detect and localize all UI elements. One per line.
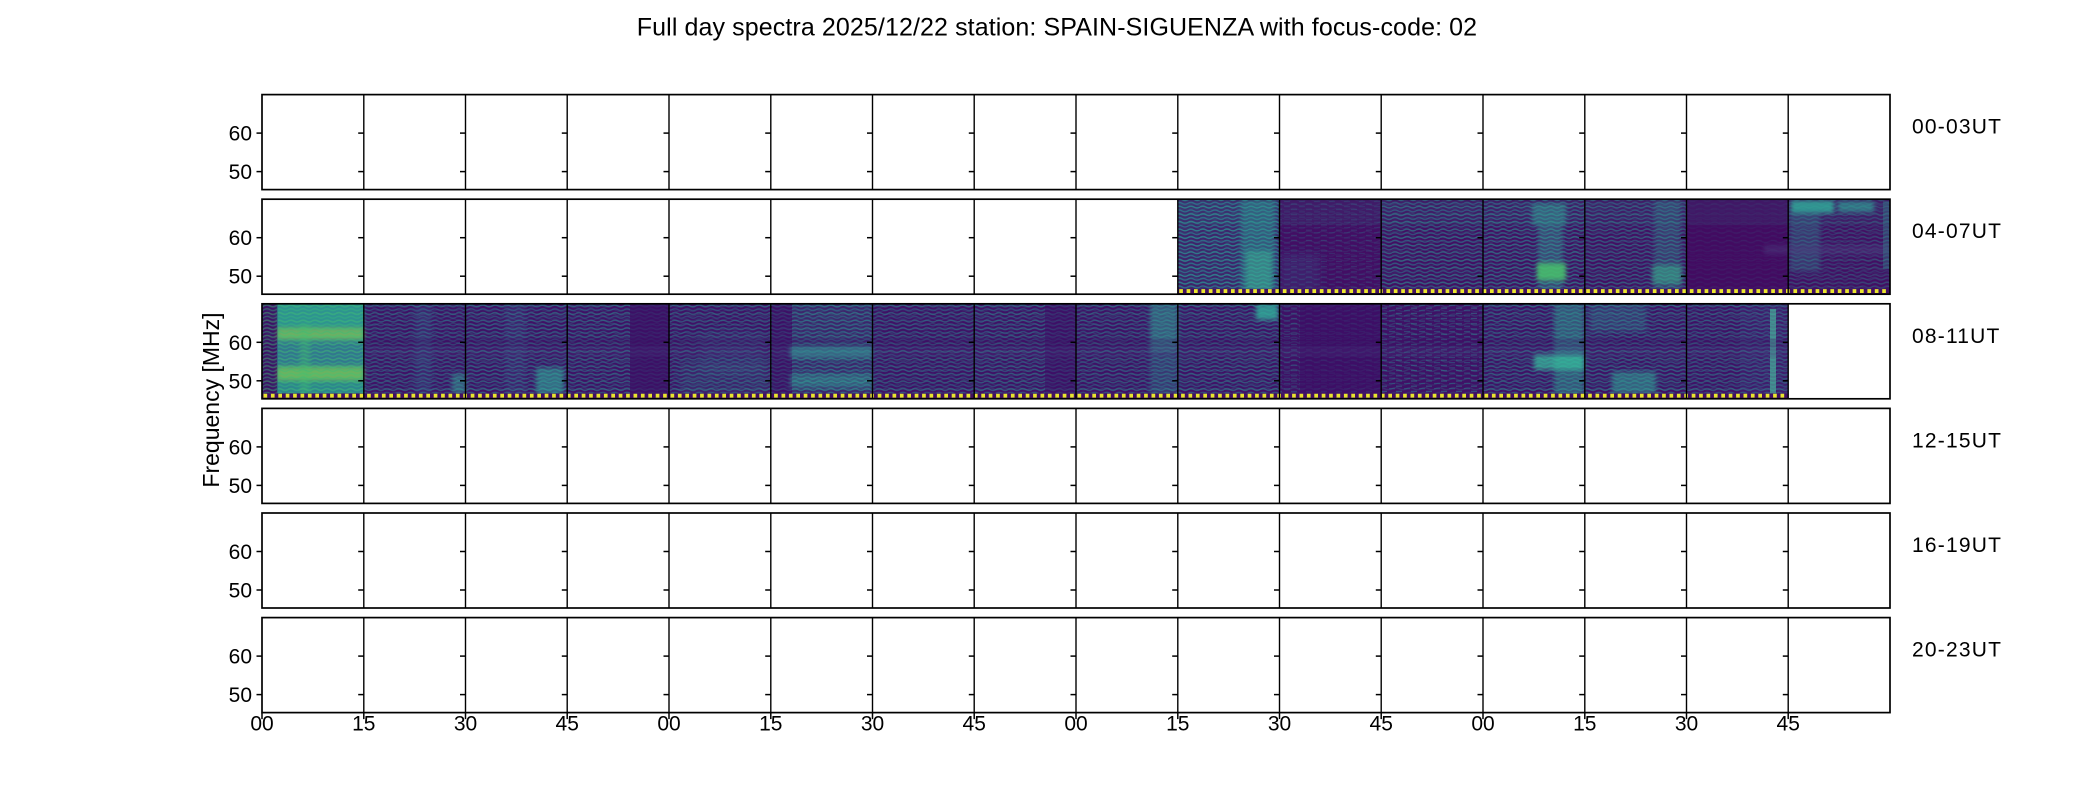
svg-text:00: 00 [250,713,273,736]
svg-text:00: 00 [1471,713,1494,736]
svg-text:50: 50 [229,370,252,393]
svg-text:45: 45 [556,713,579,736]
svg-text:30: 30 [1675,713,1698,736]
svg-text:Frequency [MHz]: Frequency [MHz] [198,312,224,487]
svg-text:20-23UT: 20-23UT [1912,639,2002,662]
svg-text:45: 45 [1777,713,1800,736]
svg-text:45: 45 [963,713,986,736]
svg-text:60: 60 [229,541,252,564]
svg-text:00-03UT: 00-03UT [1912,116,2002,139]
svg-text:45: 45 [1370,713,1393,736]
svg-text:30: 30 [454,713,477,736]
svg-text:50: 50 [229,266,252,289]
svg-text:30: 30 [1268,713,1291,736]
svg-text:60: 60 [229,436,252,459]
svg-text:12-15UT: 12-15UT [1912,429,2002,452]
svg-text:50: 50 [229,161,252,184]
svg-text:08-11UT: 08-11UT [1912,325,2001,348]
svg-text:16-19UT: 16-19UT [1912,534,2002,557]
svg-text:15: 15 [1166,713,1189,736]
svg-text:50: 50 [229,475,252,498]
svg-text:50: 50 [229,580,252,603]
svg-text:60: 60 [229,646,252,669]
svg-text:04-07UT: 04-07UT [1912,220,2002,243]
svg-text:00: 00 [1064,713,1087,736]
svg-text:60: 60 [229,123,252,146]
svg-text:60: 60 [229,332,252,355]
svg-text:15: 15 [352,713,375,736]
svg-text:30: 30 [861,713,884,736]
svg-text:50: 50 [229,684,252,707]
svg-text:Full day spectra 2025/12/22 st: Full day spectra 2025/12/22 station: SPA… [637,14,1477,42]
svg-text:00: 00 [657,713,680,736]
svg-text:15: 15 [1573,713,1596,736]
svg-text:15: 15 [759,713,782,736]
svg-text:60: 60 [229,227,252,250]
